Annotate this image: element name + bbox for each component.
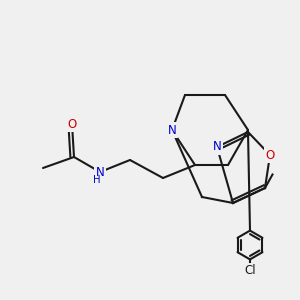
Text: N: N bbox=[168, 124, 176, 136]
Text: N: N bbox=[96, 166, 104, 178]
Text: N: N bbox=[213, 140, 221, 154]
Text: Cl: Cl bbox=[244, 264, 256, 277]
Text: O: O bbox=[68, 118, 76, 130]
Text: O: O bbox=[266, 148, 274, 161]
Text: H: H bbox=[93, 176, 100, 185]
